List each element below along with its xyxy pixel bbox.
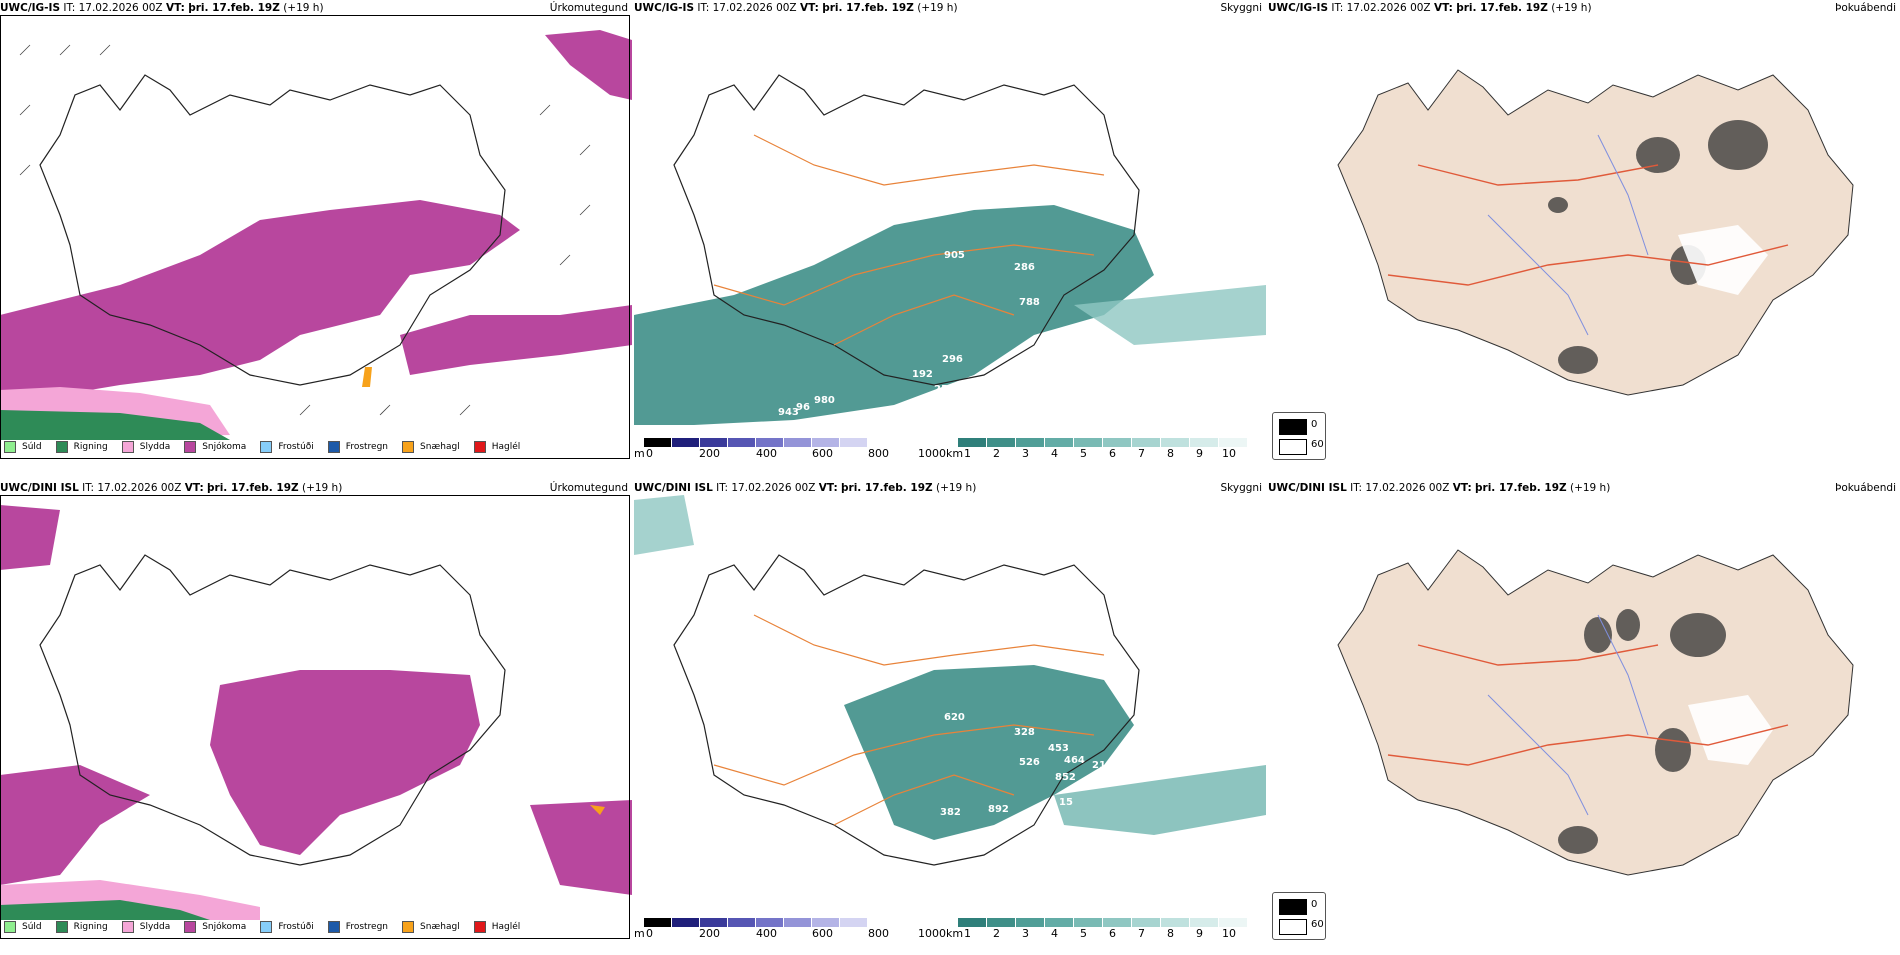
legend-item-hail: Haglél xyxy=(473,921,520,933)
vis-value: 305 xyxy=(1058,337,1079,348)
fog-map xyxy=(1268,495,1900,939)
wind-barbs xyxy=(19,44,591,416)
visibility-map: 905 286 788 305 296 192 251 943 96 980 8… xyxy=(634,15,1266,459)
legend-item-rain: Rigning xyxy=(55,921,108,933)
legend-item-drizzle: Súld xyxy=(4,441,42,453)
legend-item-freezing-rain: Frostregn xyxy=(327,921,388,933)
precip-legend: Súld Rigning Slydda Snjókoma Frostúði Fr… xyxy=(4,918,534,936)
legend-item-rain: Rigning xyxy=(55,441,108,453)
legend-item-snow: Snjókoma xyxy=(184,921,246,933)
legend-item-snow-pellets: Snæhagl xyxy=(402,441,460,453)
legend-item-snow-pellets: Snæhagl xyxy=(402,921,460,933)
visibility-colorbar: m 0 200 400 600 800 1000 km 1 2 3 4 5 6 … xyxy=(634,438,1266,460)
legend-item-freezing-drizzle: Frostúði xyxy=(260,441,314,453)
snow-area xyxy=(0,200,520,400)
vis-value: 892 xyxy=(988,804,1009,815)
snow-pellets xyxy=(362,367,372,387)
visibility-colorbar: m 0 200 400 600 800 1000 km 1 2 3 4 5 6 … xyxy=(634,918,1266,940)
snow-area-offshore xyxy=(400,305,632,375)
panel-title: Úrkomutegund xyxy=(549,482,628,494)
vis-value: 464 xyxy=(1064,755,1085,766)
panel-title: Úrkomutegund xyxy=(549,2,628,14)
visibility-panel-row1: UWC/IG-IS IT: 17.02.2026 00Z VT: þri. 17… xyxy=(634,0,1266,475)
fog-patches xyxy=(1548,120,1768,374)
roads-and-rivers xyxy=(1387,134,1789,336)
vis-value: 526 xyxy=(1019,757,1040,768)
precip-map xyxy=(0,495,632,939)
snow-area xyxy=(0,505,60,570)
snow-area xyxy=(210,670,480,855)
legend-item-hail: Haglél xyxy=(473,441,520,453)
legend-item-sleet: Slydda xyxy=(121,921,170,933)
visibility-values: 905 286 788 305 296 192 251 943 96 980 8… xyxy=(778,177,1079,423)
vis-value: 286 xyxy=(1014,262,1035,273)
fog-free-area xyxy=(1688,695,1773,765)
low-visibility-area xyxy=(844,665,1134,840)
precip-panel-row2: UWC/DINI ISL IT: 17.02.2026 00Z VT: þri.… xyxy=(0,480,632,955)
vis-value: 382 xyxy=(940,807,961,818)
vis-value: 328 xyxy=(1014,727,1035,738)
vis-value: 453 xyxy=(1048,743,1069,754)
precip-panel-row1: UWC/IG-IS IT: 17.02.2026 00Z VT: þri. 17… xyxy=(0,0,632,475)
snow-pellets xyxy=(590,805,605,815)
vis-value: 55 xyxy=(980,177,994,188)
vis-value: 980 xyxy=(814,395,835,406)
low-visibility-offshore xyxy=(1054,765,1266,835)
vis-value: 15 xyxy=(1059,797,1073,808)
legend-item-sleet: Slydda xyxy=(121,441,170,453)
low-visibility-west xyxy=(634,495,694,555)
fog-panel-row1: UWC/IG-IS IT: 17.02.2026 00Z VT: þri. 17… xyxy=(1268,0,1900,475)
iceland-coast xyxy=(39,74,506,386)
rain-area xyxy=(0,410,230,440)
iceland-coast xyxy=(673,554,1140,866)
low-visibility-offshore xyxy=(1074,285,1266,345)
panel-header: UWC/DINI ISL IT: 17.02.2026 00Z VT: þri.… xyxy=(634,482,977,494)
snow-area-offshore xyxy=(0,765,150,885)
vis-value: 943 xyxy=(778,407,799,418)
vis-value: 852 xyxy=(1055,772,1076,783)
vis-value: 212 xyxy=(1092,760,1113,771)
fog-map xyxy=(1268,15,1900,459)
iceland-coast xyxy=(673,74,1140,386)
panel-title: Skyggni xyxy=(1220,482,1263,494)
fog-panel-row2: UWC/DINI ISL IT: 17.02.2026 00Z VT: þri.… xyxy=(1268,480,1900,955)
roads-and-rivers xyxy=(1387,614,1789,816)
fog-free-area xyxy=(1678,225,1768,295)
iceland-coast xyxy=(39,554,506,866)
panel-title: Skyggni xyxy=(1220,2,1263,14)
legend-item-freezing-rain: Frostregn xyxy=(327,441,388,453)
visibility-panel-row2: UWC/DINI ISL IT: 17.02.2026 00Z VT: þri.… xyxy=(634,480,1266,955)
vis-value: 809 xyxy=(954,412,975,423)
legend-item-drizzle: Súld xyxy=(4,921,42,933)
vis-value: 296 xyxy=(942,354,963,365)
vis-value: 192 xyxy=(912,369,933,380)
visibility-values: 620 328 453 526 464 212 852 892 382 15 4… xyxy=(890,605,1113,853)
panel-header: UWC/DINI ISL IT: 17.02.2026 00Z VT: þri.… xyxy=(1268,482,1611,494)
rain-area xyxy=(0,900,210,920)
snow-area-se xyxy=(530,800,632,895)
panel-title: Þokuábendi xyxy=(1835,482,1896,494)
legend-item-freezing-drizzle: Frostúði xyxy=(260,921,314,933)
fog-legend: 0 60 xyxy=(1272,412,1326,460)
vis-value: 96 xyxy=(796,402,810,413)
vis-value: 251 xyxy=(934,384,955,395)
fog-legend: 0 60 xyxy=(1272,892,1326,940)
vis-value: 905 xyxy=(944,250,965,261)
visibility-map: 620 328 453 526 464 212 852 892 382 15 4… xyxy=(634,495,1266,939)
vis-value: 62 xyxy=(890,605,904,616)
panel-title: Þokuábendi xyxy=(1835,2,1896,14)
precip-map xyxy=(0,15,632,459)
road-network xyxy=(713,614,1105,826)
vis-value: 474 xyxy=(936,842,957,853)
panel-header: UWC/IG-IS IT: 17.02.2026 00Z VT: þri. 17… xyxy=(634,2,958,14)
precip-legend: Súld Rigning Slydda Snjókoma Frostúði Fr… xyxy=(4,438,534,456)
panel-header: UWC/IG-IS IT: 17.02.2026 00Z VT: þri. 17… xyxy=(1268,2,1592,14)
road-network xyxy=(713,134,1105,346)
vis-value: 620 xyxy=(944,712,965,723)
panel-header: UWC/IG-IS IT: 17.02.2026 00Z VT: þri. 17… xyxy=(0,2,324,14)
panel-header: UWC/DINI ISL IT: 17.02.2026 00Z VT: þri.… xyxy=(0,482,343,494)
vis-value: 788 xyxy=(1019,297,1040,308)
snow-area-ne xyxy=(545,30,632,100)
legend-item-snow: Snjókoma xyxy=(184,441,246,453)
